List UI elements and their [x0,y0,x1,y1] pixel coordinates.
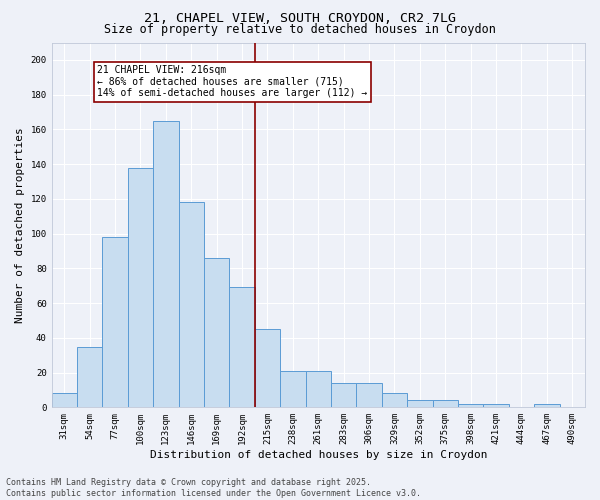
Bar [433,400,458,407]
Bar [153,120,179,408]
Bar [103,237,128,408]
Bar [255,329,280,407]
X-axis label: Distribution of detached houses by size in Croydon: Distribution of detached houses by size … [149,450,487,460]
Bar [128,168,153,408]
Y-axis label: Number of detached properties: Number of detached properties [15,127,25,323]
Bar [280,371,305,408]
Text: 21, CHAPEL VIEW, SOUTH CROYDON, CR2 7LG: 21, CHAPEL VIEW, SOUTH CROYDON, CR2 7LG [144,12,456,26]
Bar [407,400,433,407]
Bar [382,394,407,407]
Bar [484,404,509,407]
Bar [458,404,484,407]
Bar [52,394,77,407]
Bar [179,202,204,408]
Bar [77,346,103,408]
Bar [305,371,331,408]
Text: 21 CHAPEL VIEW: 216sqm
← 86% of detached houses are smaller (715)
14% of semi-de: 21 CHAPEL VIEW: 216sqm ← 86% of detached… [97,65,368,98]
Text: Size of property relative to detached houses in Croydon: Size of property relative to detached ho… [104,22,496,36]
Bar [204,258,229,408]
Bar [229,288,255,408]
Bar [534,404,560,407]
Bar [331,383,356,407]
Bar [356,383,382,407]
Text: Contains HM Land Registry data © Crown copyright and database right 2025.
Contai: Contains HM Land Registry data © Crown c… [6,478,421,498]
